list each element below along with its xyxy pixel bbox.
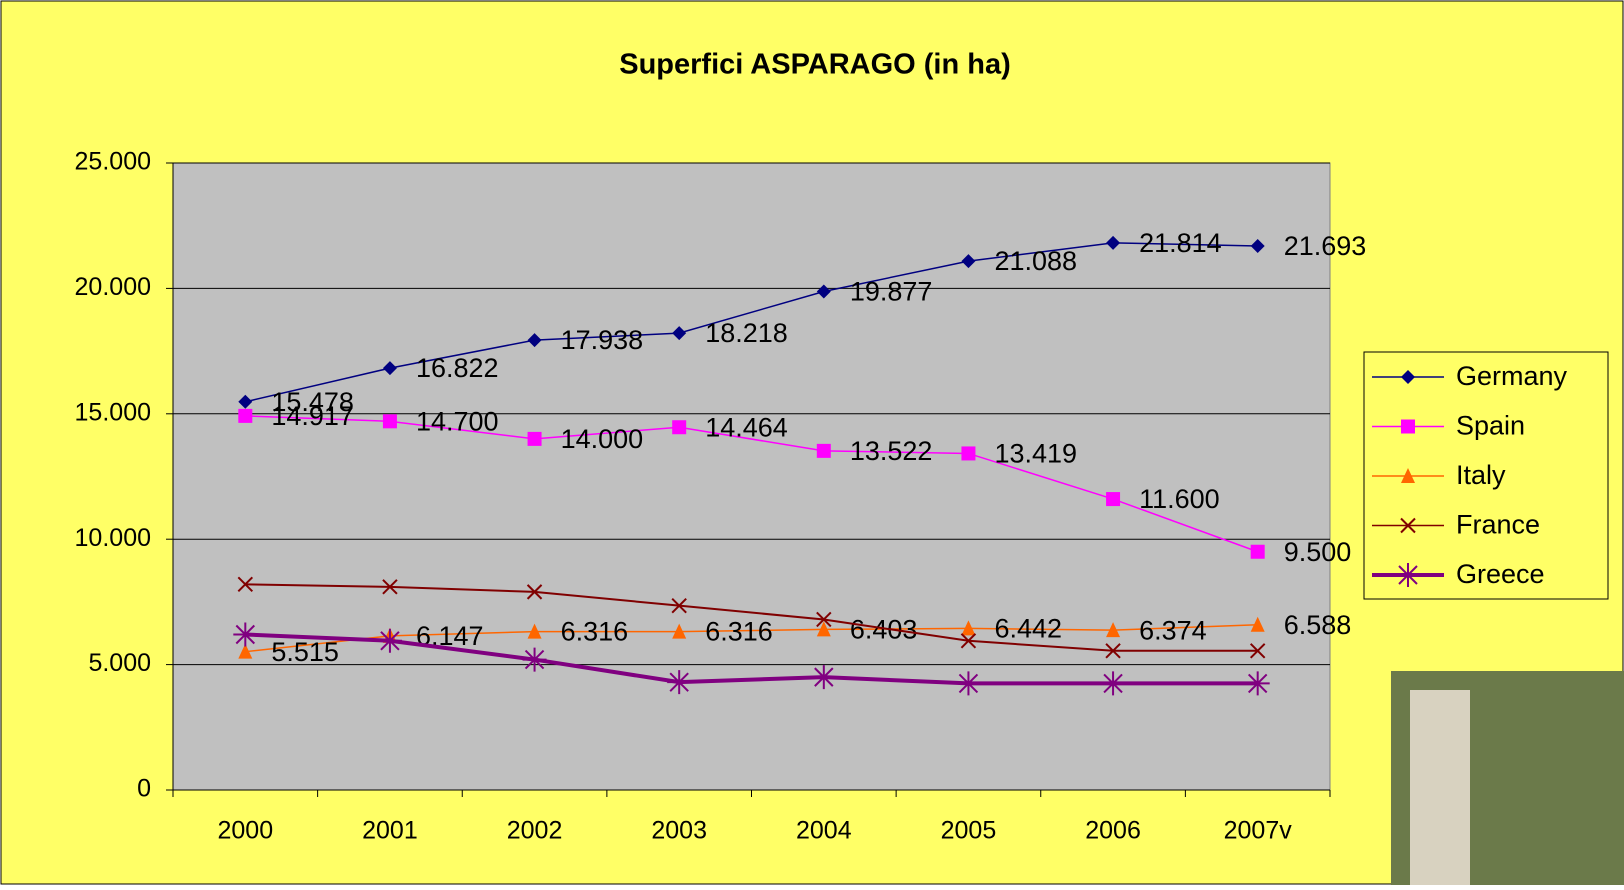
marker — [238, 409, 252, 423]
data-label: 6.316 — [705, 617, 773, 647]
data-label: 21.088 — [994, 246, 1077, 276]
data-label: 17.938 — [561, 325, 644, 355]
data-label: 14.464 — [705, 412, 788, 442]
data-label: 9.500 — [1284, 537, 1352, 567]
marker — [1251, 545, 1265, 559]
data-label: 6.316 — [561, 617, 629, 647]
x-tick-label: 2006 — [1085, 817, 1141, 845]
legend-label: Germany — [1456, 361, 1568, 391]
y-tick-label: 20.000 — [75, 273, 151, 301]
data-label: 13.522 — [850, 436, 933, 466]
data-label: 6.403 — [850, 615, 918, 645]
photo-detail — [1410, 690, 1470, 885]
data-label: 18.218 — [705, 318, 788, 348]
marker — [1106, 492, 1120, 506]
marker — [1396, 563, 1420, 587]
legend-label: Greece — [1456, 559, 1545, 589]
x-tick-label: 2002 — [507, 817, 563, 845]
data-label: 21.814 — [1139, 228, 1222, 258]
data-label: 5.515 — [271, 637, 339, 667]
y-tick-label: 10.000 — [75, 524, 151, 552]
marker — [1246, 671, 1270, 695]
chart: Superfici ASPARAGO (in ha) 0 5.000 10.000 1… — [0, 0, 1624, 885]
data-label: 14.000 — [561, 424, 644, 454]
marker — [812, 665, 836, 689]
data-label: 19.877 — [850, 277, 933, 307]
legend-label: France — [1456, 510, 1540, 540]
data-label: 6.442 — [994, 614, 1062, 644]
data-label: 16.822 — [416, 353, 499, 383]
x-tick-label: 2004 — [796, 817, 852, 845]
marker — [961, 446, 975, 460]
x-tick-label: 2005 — [941, 817, 997, 845]
y-tick-label: 0 — [137, 775, 151, 803]
y-tick-label: 5.000 — [88, 649, 151, 677]
data-label: 14.917 — [271, 401, 354, 431]
marker — [667, 670, 691, 694]
marker — [1401, 420, 1415, 434]
marker — [672, 420, 686, 434]
marker — [233, 623, 257, 647]
y-tick-label: 15.000 — [75, 398, 151, 426]
data-label: 21.693 — [1284, 231, 1367, 261]
x-tick-label: 2007v — [1224, 817, 1293, 845]
legend-label: Spain — [1456, 411, 1525, 441]
data-label: 6.374 — [1139, 615, 1207, 645]
data-label: 14.700 — [416, 406, 499, 436]
data-label: 6.588 — [1284, 610, 1352, 640]
legend-label: Italy — [1456, 460, 1506, 490]
chart-title: Superfici ASPARAGO (in ha) — [619, 49, 1011, 81]
marker — [817, 444, 831, 458]
x-tick-label: 2003 — [651, 817, 707, 845]
marker — [956, 671, 980, 695]
marker — [1101, 671, 1125, 695]
y-tick-label: 25.000 — [75, 148, 151, 176]
x-tick-label: 2000 — [218, 817, 274, 845]
marker — [523, 648, 547, 672]
marker — [383, 414, 397, 428]
data-label: 11.600 — [1139, 484, 1220, 514]
marker — [528, 432, 542, 446]
marker — [378, 629, 402, 653]
x-tick-label: 2001 — [362, 817, 418, 845]
data-label: 13.419 — [994, 439, 1077, 469]
